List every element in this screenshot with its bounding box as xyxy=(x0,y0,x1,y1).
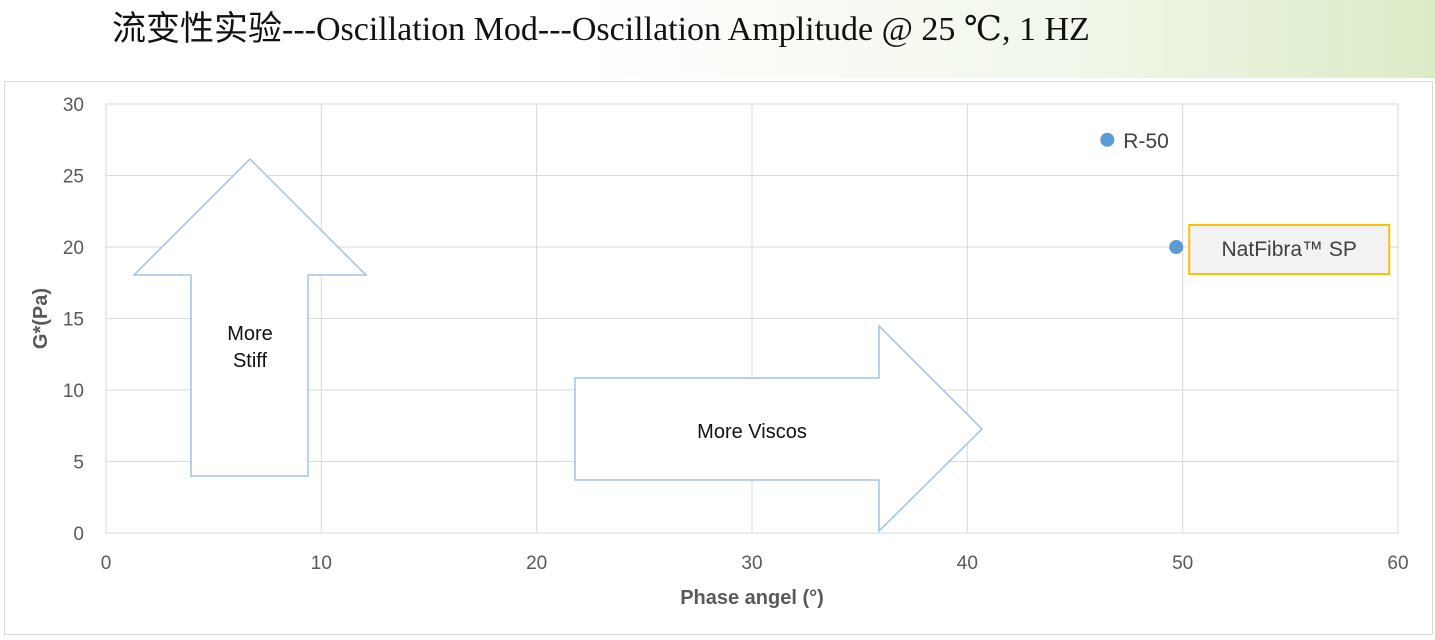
y-tick-label: 10 xyxy=(63,381,84,402)
page-title: 流变性实验---Oscillation Mod---Oscillation Am… xyxy=(112,11,1090,48)
data-point xyxy=(1169,240,1184,254)
x-tick-label: 10 xyxy=(311,553,332,574)
data-points: R-50 NatFibra™ SP xyxy=(1100,130,1391,275)
y-tick-label: 0 xyxy=(73,524,84,545)
title-banner xyxy=(0,0,1435,78)
x-tick-label: 0 xyxy=(101,553,112,574)
point-label: R-50 xyxy=(1123,130,1169,153)
y-tick-label: 15 xyxy=(63,310,84,331)
data-point xyxy=(1100,132,1115,147)
y-tick-label: 20 xyxy=(63,238,84,259)
arrow-right-shape xyxy=(574,324,984,533)
x-tick-label: 20 xyxy=(526,553,547,574)
arrow-up-shape xyxy=(132,157,368,477)
grid-lines xyxy=(105,103,1399,534)
arrow-up-label: Stiff xyxy=(233,350,268,372)
y-tick-label: 30 xyxy=(63,95,84,116)
x-tick-label: 60 xyxy=(1387,553,1408,574)
annotation-arrows: More Stiff More Viscos xyxy=(132,157,984,533)
y-axis-ticks: 0 5 10 15 20 25 30 xyxy=(63,95,84,545)
y-axis-title: G*(Pa) xyxy=(30,288,52,349)
y-tick-label: 25 xyxy=(63,167,84,188)
x-tick-label: 40 xyxy=(957,553,978,574)
highlight-label-box xyxy=(1188,224,1391,275)
point-label: NatFibra™ SP xyxy=(1222,238,1357,261)
arrow-right-label: More Viscos xyxy=(697,421,807,443)
x-tick-label: 50 xyxy=(1172,553,1193,574)
x-axis-ticks: 0 10 20 30 40 50 60 xyxy=(101,553,1409,574)
arrow-up-label: More xyxy=(227,323,273,345)
x-axis-title: Phase angel (°) xyxy=(680,587,824,609)
x-tick-label: 30 xyxy=(741,553,762,574)
y-tick-label: 5 xyxy=(73,453,84,474)
